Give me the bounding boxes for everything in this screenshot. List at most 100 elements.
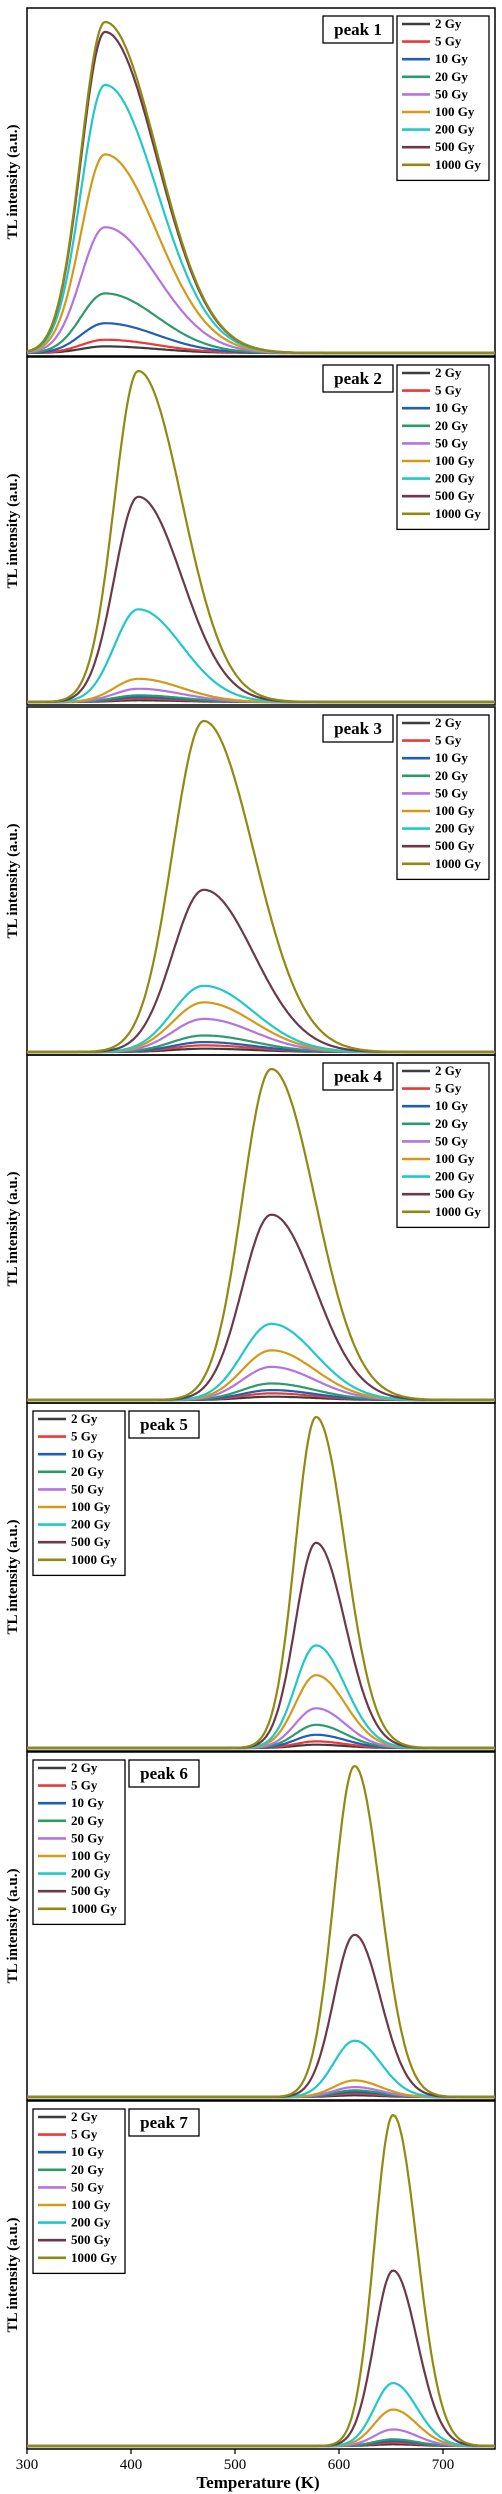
panel-title: peak 1 <box>322 15 394 44</box>
panel-title: peak 7 <box>128 2108 200 2137</box>
panel-title: peak 5 <box>128 1410 200 1439</box>
legend-label: 10 Gy <box>71 1446 104 1461</box>
legend-box <box>32 2108 126 2275</box>
legend-label: 20 Gy <box>71 1464 104 1479</box>
panel-title: peak 3 <box>322 714 394 743</box>
series-line-1000-gy <box>27 2114 495 2448</box>
legend-label: 1000 Gy <box>435 157 481 172</box>
legend-box <box>396 364 490 531</box>
legend-label: 5 Gy <box>435 1081 462 1096</box>
legend-label: 1000 Gy <box>71 2250 117 2265</box>
panel-4: TL intensity (a.u.) 2 Gy 5 Gy 10 Gy 20 Gy 50 … <box>5 1054 496 1404</box>
panel-title-text: peak 2 <box>334 369 382 388</box>
legend-label: 200 Gy <box>71 2215 111 2230</box>
legend-label: 2 Gy <box>435 16 462 31</box>
series-group <box>27 2114 495 2448</box>
legend-label: 500 Gy <box>435 139 475 154</box>
series-line-1000-gy <box>27 1416 495 1750</box>
legend: 2 Gy 5 Gy 10 Gy 20 Gy 50 Gy 100 Gy 200 Gy 500 G… <box>396 714 490 881</box>
legend-label: 5 Gy <box>435 34 462 49</box>
panel-title: peak 6 <box>128 1759 200 1788</box>
legend-label: 5 Gy <box>435 383 462 398</box>
legend-label: 500 Gy <box>71 1883 111 1898</box>
y-axis-title: TL intensity (a.u.) <box>5 473 21 588</box>
panel-title-text: peak 1 <box>334 20 382 39</box>
panel-title-text: peak 6 <box>140 1764 188 1783</box>
legend-box <box>32 1759 126 1926</box>
panel-frame <box>26 1402 496 1752</box>
panel-frame <box>26 356 496 706</box>
series-line-1000-gy <box>27 1067 495 1402</box>
legend-label: 100 Gy <box>435 104 475 119</box>
series-line-1000-gy <box>26 20 495 355</box>
legend-label: 100 Gy <box>435 803 475 818</box>
panel-2: TL intensity (a.u.) 2 Gy 5 Gy 10 Gy 20 Gy 50 … <box>5 356 496 706</box>
legend-label: 100 Gy <box>435 1151 475 1166</box>
panel-1: TL intensity (a.u.) 2 Gy 5 Gy 10 Gy 20 Gy 50 … <box>5 7 496 357</box>
legend-label: 10 Gy <box>71 2144 104 2159</box>
legend-label: 200 Gy <box>71 1866 111 1881</box>
series-group <box>26 20 495 355</box>
legend-label: 10 Gy <box>435 400 468 415</box>
x-axis: 300 400 500 600 700 <box>16 2449 454 2473</box>
series-line-1000-gy <box>27 370 495 704</box>
series-group <box>27 1764 495 2099</box>
legend-label: 50 Gy <box>435 785 468 800</box>
series-line-1000-gy <box>27 1764 495 2099</box>
panel-title-text: peak 4 <box>334 1067 382 1086</box>
legend-label: 1000 Gy <box>435 1204 481 1219</box>
legend-label: 100 Gy <box>71 1848 111 1863</box>
x-axis-title: Temperature (K) <box>196 2473 319 2492</box>
legend: 2 Gy 5 Gy 10 Gy 20 Gy 50 Gy 100 Gy 200 Gy 500 G… <box>32 1410 126 1577</box>
legend-label: 1000 Gy <box>71 1901 117 1916</box>
legend-label: 500 Gy <box>71 2232 111 2247</box>
legend: 2 Gy 5 Gy 10 Gy 20 Gy 50 Gy 100 Gy 200 Gy 500 G… <box>396 15 490 182</box>
legend-label: 1000 Gy <box>435 506 481 521</box>
legend-label: 50 Gy <box>71 2179 104 2194</box>
panel-title-text: peak 7 <box>140 2113 188 2132</box>
y-axis-title: TL intensity (a.u.) <box>5 823 21 938</box>
legend-box <box>396 1062 490 1229</box>
x-tick-label: 300 <box>16 2457 39 2473</box>
legend-label: 50 Gy <box>435 1133 468 1148</box>
panel-title-box <box>322 364 394 393</box>
legend-label: 2 Gy <box>71 2109 98 2124</box>
legend-label: 100 Gy <box>435 453 475 468</box>
series-group <box>27 1067 495 1402</box>
legend-label: 50 Gy <box>71 1481 104 1496</box>
legend-box <box>32 1410 126 1577</box>
legend-label: 200 Gy <box>435 1169 475 1184</box>
legend: 2 Gy 5 Gy 10 Gy 20 Gy 50 Gy 100 Gy 200 Gy 500 G… <box>396 364 490 531</box>
legend-label: 10 Gy <box>71 1795 104 1810</box>
legend-label: 5 Gy <box>71 1778 98 1793</box>
panel-5: TL intensity (a.u.) 2 Gy 5 Gy 10 Gy 20 Gy 50 … <box>5 1402 496 1752</box>
legend-label: 10 Gy <box>435 51 468 66</box>
panels: TL intensity (a.u.) 2 Gy 5 Gy 10 Gy 20 Gy 50 … <box>5 7 496 2450</box>
series-group <box>27 370 495 704</box>
legend-label: 100 Gy <box>71 1499 111 1514</box>
y-axis-title: TL intensity (a.u.) <box>5 124 21 239</box>
legend: 2 Gy 5 Gy 10 Gy 20 Gy 50 Gy 100 Gy 200 Gy 500 G… <box>32 1759 126 1926</box>
legend-label: 500 Gy <box>435 1186 475 1201</box>
panel-title: peak 2 <box>322 364 394 393</box>
legend-label: 20 Gy <box>435 418 468 433</box>
panel-frame <box>26 7 496 357</box>
x-tick-label: 400 <box>120 2457 143 2473</box>
legend-label: 20 Gy <box>71 1813 104 1828</box>
legend-label: 100 Gy <box>71 2197 111 2212</box>
panel-title-text: peak 5 <box>140 1415 188 1434</box>
series-group <box>27 1416 495 1750</box>
x-tick-label: 500 <box>224 2457 247 2473</box>
panel-title-box <box>128 1410 200 1439</box>
panel-title-box <box>128 2108 200 2137</box>
legend-label: 2 Gy <box>71 1760 98 1775</box>
legend-label: 10 Gy <box>435 1098 468 1113</box>
legend: 2 Gy 5 Gy 10 Gy 20 Gy 50 Gy 100 Gy 200 Gy 500 G… <box>32 2108 126 2275</box>
legend-label: 2 Gy <box>435 365 462 380</box>
legend-label: 2 Gy <box>435 1063 462 1078</box>
panel-title-box <box>322 714 394 743</box>
legend-label: 1000 Gy <box>435 856 481 871</box>
legend-label: 1000 Gy <box>71 1552 117 1567</box>
legend-label: 5 Gy <box>435 733 462 748</box>
panel-frame <box>26 2100 496 2450</box>
